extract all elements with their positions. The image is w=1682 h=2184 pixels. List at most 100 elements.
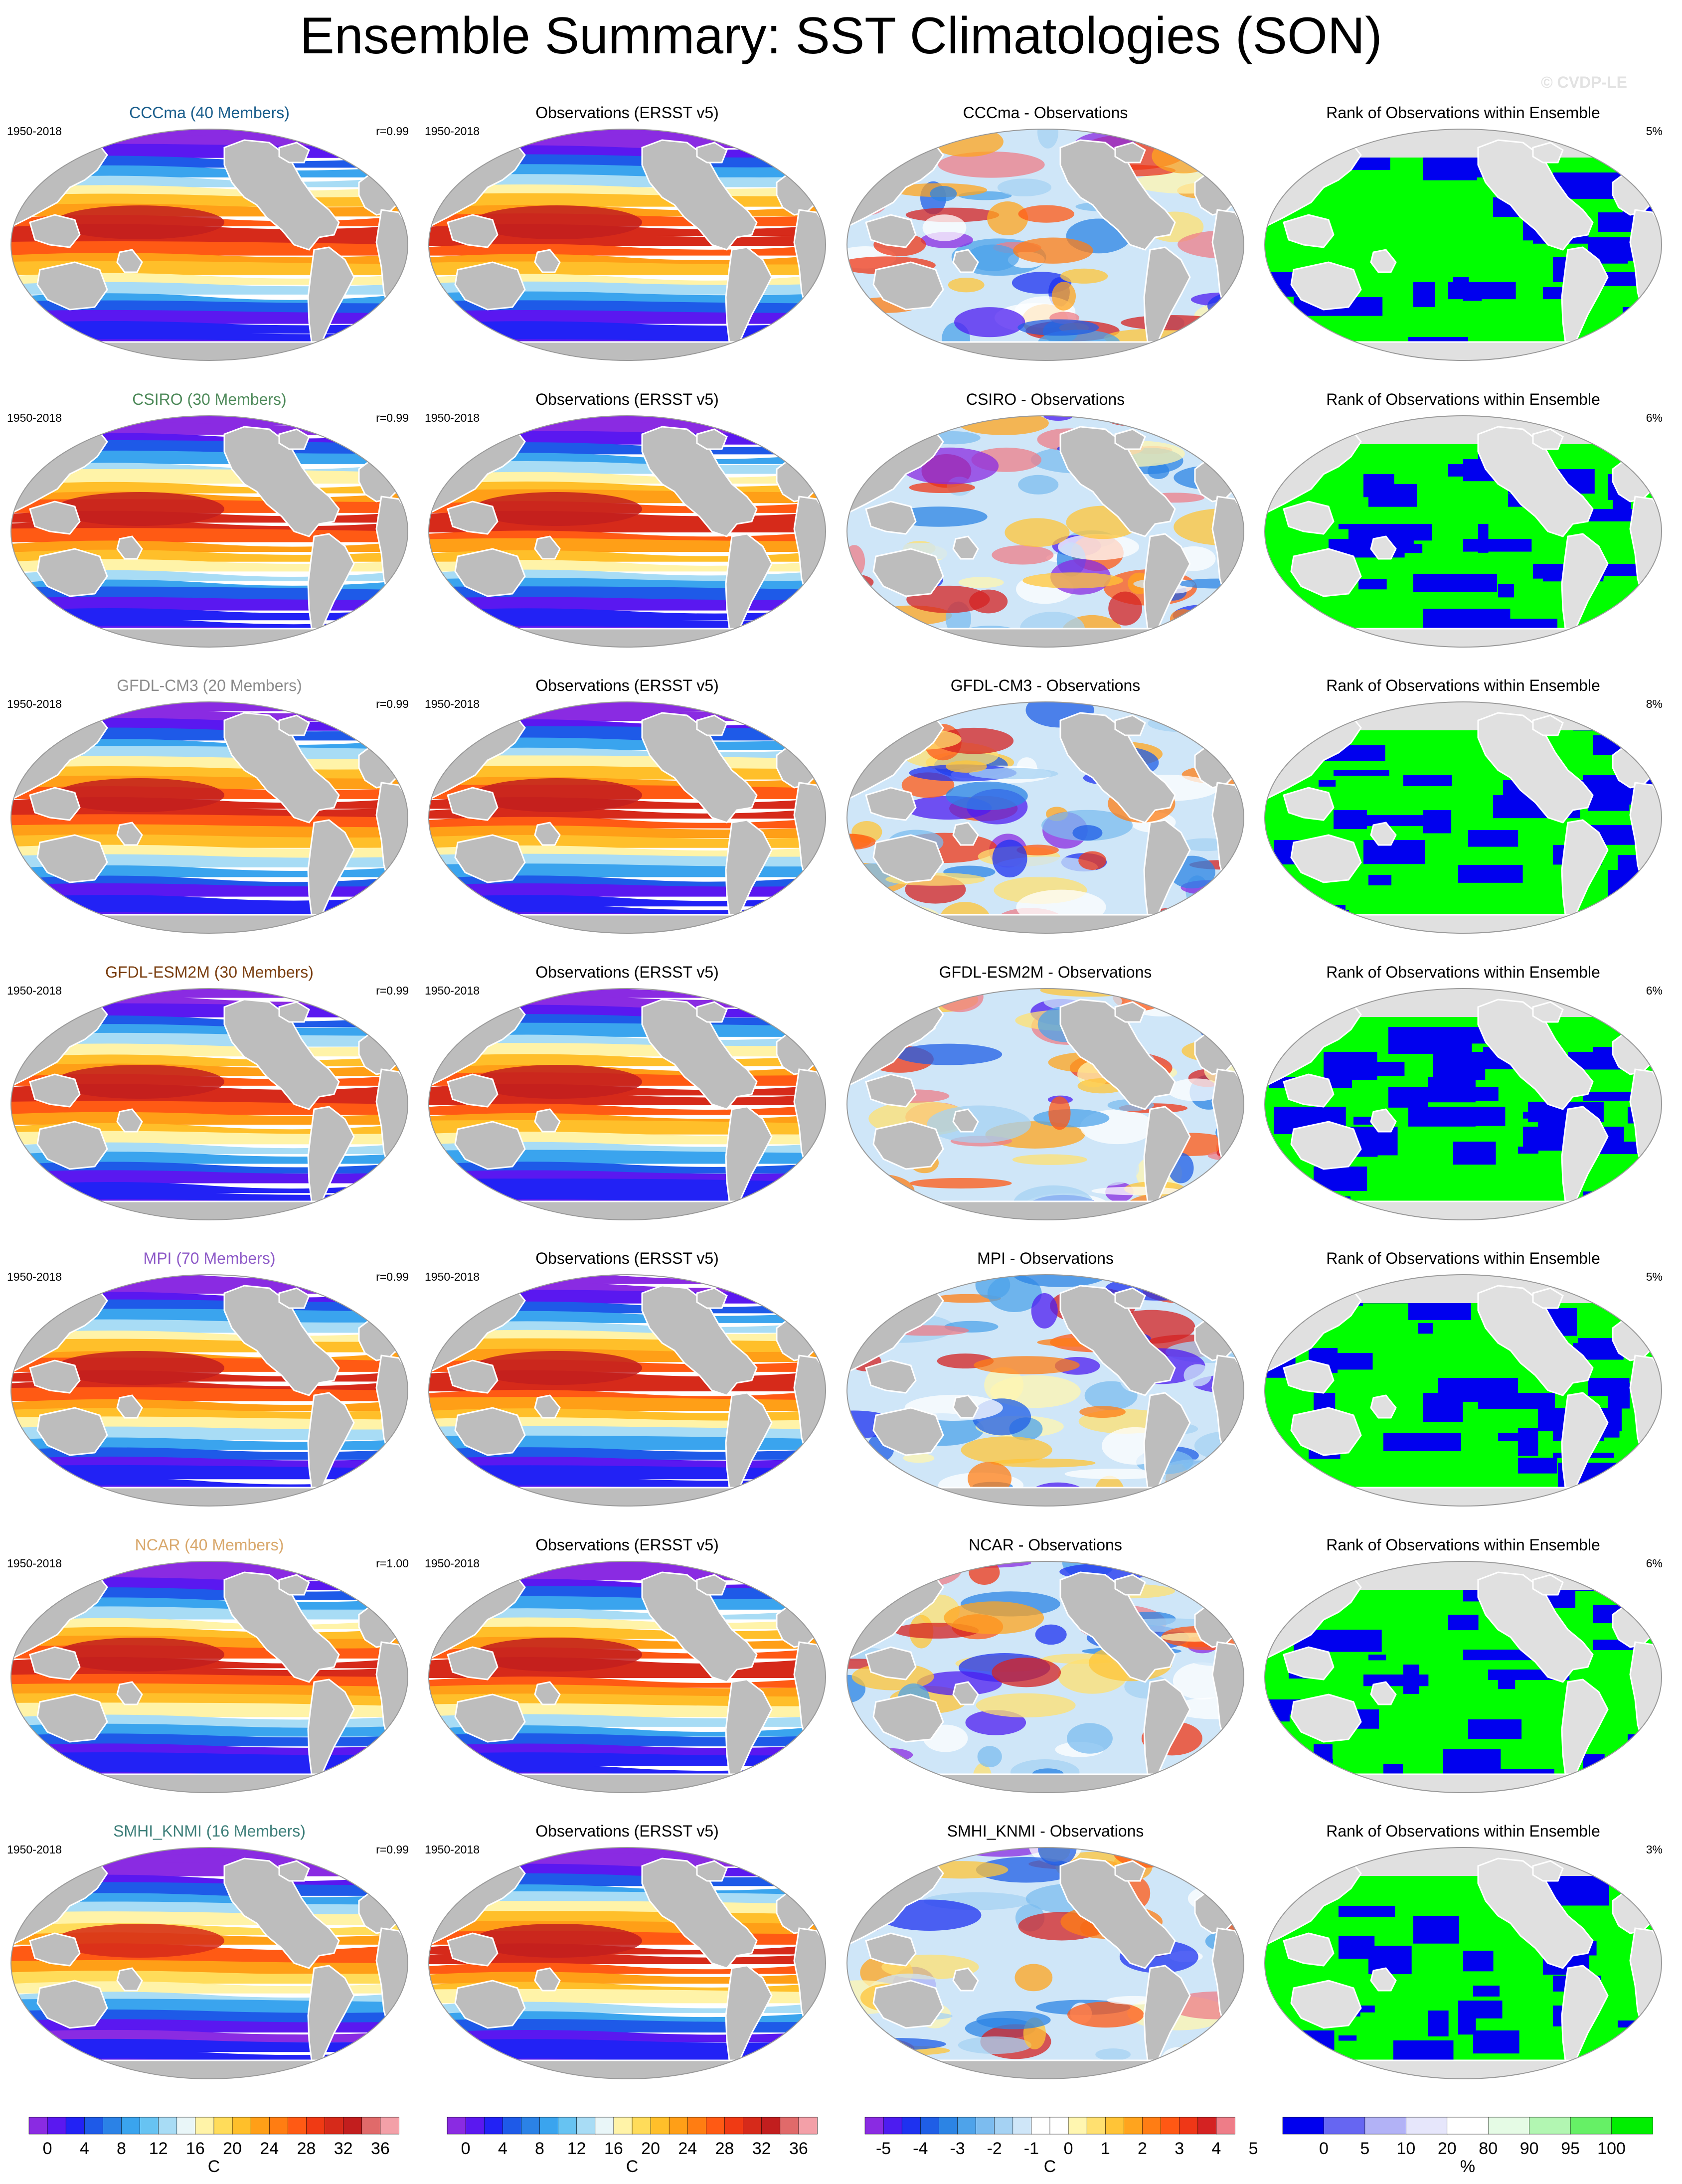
year-range: 1950-2018 <box>7 1557 62 1570</box>
land-mass <box>1532 428 1564 450</box>
land-mass <box>1271 1773 1655 1793</box>
land-mass <box>1271 914 1655 933</box>
colorbar-swatch <box>1105 2117 1125 2135</box>
colorbar-tick-label: 0 <box>1063 2139 1073 2158</box>
map-obs <box>428 1847 826 2079</box>
colorbar-swatch <box>1611 2117 1653 2135</box>
land-mass <box>278 428 310 450</box>
colorbar-swatch <box>47 2117 66 2135</box>
colorbar-tick-label: 24 <box>678 2139 697 2158</box>
colorbar-unit: % <box>1460 2157 1476 2176</box>
land-mass <box>447 1932 499 1967</box>
land-mass <box>1532 1001 1564 1023</box>
land-mass <box>1561 246 1609 356</box>
panel-diff: SMHI_KNMI - Observations <box>846 1821 1245 2100</box>
land-mass <box>1283 214 1335 248</box>
globe-outline <box>10 1847 408 2079</box>
colorbar-swatch <box>724 2117 744 2135</box>
land-mass <box>278 1287 310 1309</box>
land-mass <box>1143 1392 1191 1502</box>
panel-title: Observations (ERSST v5) <box>535 676 719 694</box>
land-mass <box>447 501 499 535</box>
land-mass <box>952 1967 979 1992</box>
panel-rank: Rank of Observations within Ensemble 6% <box>1264 962 1663 1241</box>
land-mass <box>776 162 826 216</box>
panel-title: Observations (ERSST v5) <box>535 390 719 408</box>
land-mass <box>116 1967 143 1992</box>
colorbar-unit: C <box>1043 2157 1056 2176</box>
globe-outline <box>1264 1847 1662 2079</box>
panel-model: MPI (70 Members) 1950-2018 r=0.99 <box>7 1248 409 1527</box>
colorbar-swatch <box>1216 2117 1235 2135</box>
land-mass <box>447 1646 499 1680</box>
land-mass <box>1290 1980 1362 2029</box>
colorbar-tick-label: 0 <box>461 2139 471 2158</box>
land-mass <box>1271 628 1655 647</box>
panel-diff: CCCma - Observations <box>846 103 1245 382</box>
land-mass <box>872 1693 944 1743</box>
land-mass <box>358 734 408 789</box>
land-mass <box>872 1121 944 1170</box>
colorbar-tick-label: 4 <box>1211 2139 1221 2158</box>
map-diff <box>846 1274 1244 1507</box>
land-mass <box>1114 1287 1146 1309</box>
land-mass <box>454 1980 526 2029</box>
colorbar-tick-label: -4 <box>913 2139 928 2158</box>
panel-title: Observations (ERSST v5) <box>535 104 719 122</box>
land-mass <box>1271 2059 1655 2079</box>
colorbar-swatch <box>743 2117 762 2135</box>
year-range: 1950-2018 <box>7 1270 62 1283</box>
land-mass <box>17 1487 401 1506</box>
land-mass <box>1114 714 1146 736</box>
land-mass <box>1290 1407 1362 1456</box>
land-mass <box>435 1773 819 1793</box>
colorbar-swatch <box>325 2117 344 2135</box>
panel-title: Rank of Observations within Ensemble <box>1326 390 1600 408</box>
land-mass <box>1532 714 1564 736</box>
colorbar-swatch <box>706 2117 725 2135</box>
land-mass <box>29 1646 81 1680</box>
land-mass <box>454 1121 526 1170</box>
land-mass <box>1532 1287 1564 1309</box>
land-mass <box>952 1681 979 1705</box>
colorbar-swatch <box>539 2117 559 2135</box>
panel-diff: CSIRO - Observations <box>846 389 1245 669</box>
colorbar-swatch <box>883 2117 902 2135</box>
panel-title: SMHI_KNMI - Observations <box>947 1822 1144 1840</box>
panel-rank: Rank of Observations within Ensemble 6% <box>1264 389 1663 669</box>
globe-outline <box>428 1274 826 1507</box>
land-mass <box>29 1932 81 1967</box>
panel-model: GFDL-CM3 (20 Members) 1950-2018 r=0.99 <box>7 675 409 955</box>
colorbar-tick-label: 12 <box>149 2139 168 2158</box>
year-range: 1950-2018 <box>425 697 480 710</box>
land-mass <box>36 1121 108 1170</box>
land-mass <box>358 448 408 503</box>
land-mass <box>307 533 355 643</box>
land-mass <box>696 1287 728 1309</box>
colorbar-swatch <box>306 2117 326 2135</box>
colorbar-swatch <box>484 2117 504 2135</box>
land-mass <box>872 548 944 597</box>
land-mass <box>435 914 819 933</box>
panel-title: GFDL-ESM2M - Observations <box>939 963 1152 981</box>
colorbar-swatch <box>976 2117 995 2135</box>
colorbar-swatch <box>447 2117 466 2135</box>
land-mass <box>116 249 143 273</box>
panel-title: Rank of Observations within Ensemble <box>1326 963 1600 981</box>
year-range: 1950-2018 <box>425 1270 480 1283</box>
land-mass <box>307 1106 355 1216</box>
land-mass <box>853 914 1237 933</box>
colorbar-swatch <box>613 2117 633 2135</box>
pattern-correlation: r=0.99 <box>376 125 409 138</box>
land-mass <box>1283 1646 1335 1680</box>
panel-model: CCCma (40 Members) 1950-2018 r=0.99 <box>7 103 409 382</box>
land-mass <box>952 822 979 846</box>
globe-outline <box>846 1561 1244 1793</box>
pattern-correlation: r=0.99 <box>376 697 409 710</box>
colorbar-swatch <box>558 2117 577 2135</box>
colorbar-unit: C <box>626 2157 639 2176</box>
panel-model: GFDL-ESM2M (30 Members) 1950-2018 r=0.99 <box>7 962 409 1241</box>
colorbar-swatch <box>687 2117 707 2135</box>
panel-obs: Observations (ERSST v5) 1950-2018 <box>425 675 827 955</box>
land-mass <box>952 1108 979 1133</box>
